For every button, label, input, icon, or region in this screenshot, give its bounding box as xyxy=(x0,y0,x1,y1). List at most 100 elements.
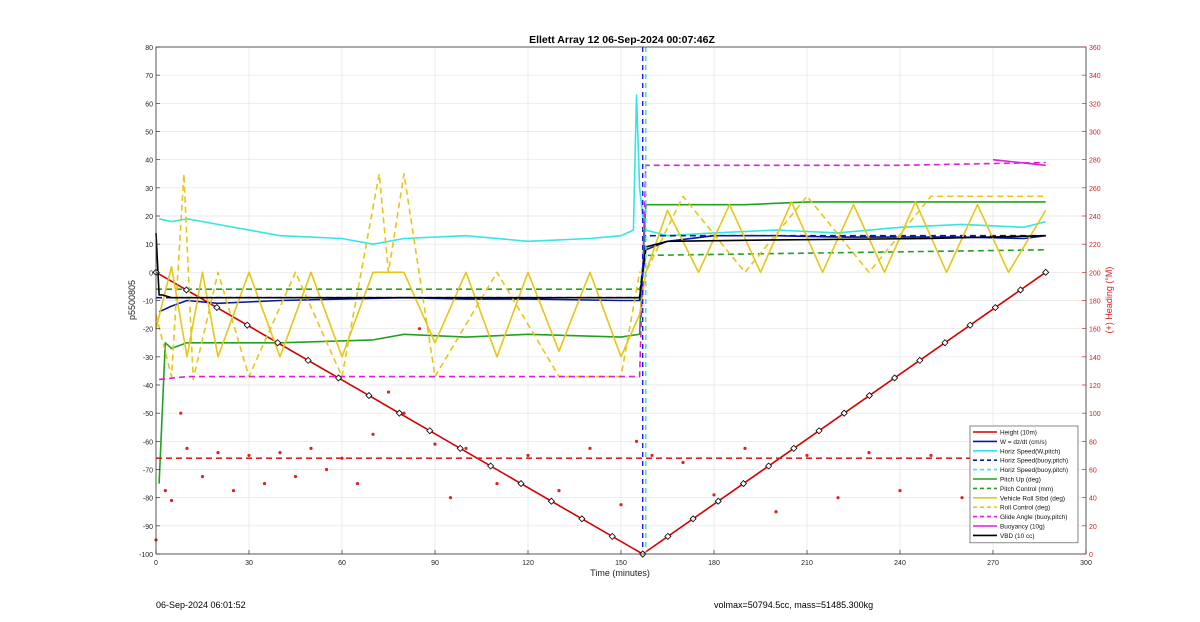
height-marker xyxy=(664,532,672,540)
series-pitch-control-mm xyxy=(156,249,1046,291)
series-point xyxy=(960,496,964,500)
left-tick-label: -80 xyxy=(143,496,153,503)
series-point xyxy=(774,510,778,514)
height-marker xyxy=(790,444,798,452)
left-tick-label: 20 xyxy=(145,214,153,221)
height-marker xyxy=(274,339,282,347)
right-tick-label: 360 xyxy=(1089,45,1101,52)
legend-label: Horiz Speed(buoy,pitch) xyxy=(1000,467,1068,474)
series-point xyxy=(417,327,422,331)
height-marker xyxy=(991,303,999,312)
series-point xyxy=(216,451,220,455)
series-point xyxy=(179,411,183,415)
right-tick-label: 340 xyxy=(1089,73,1101,80)
series-pitch-up-deg xyxy=(158,201,1046,484)
right-tick-label: 100 xyxy=(1089,411,1101,418)
bottom-tick-label: 90 xyxy=(431,560,439,567)
series-point xyxy=(324,467,329,472)
legend-label: Horiz Speed(buoy,pitch) xyxy=(1000,458,1068,465)
height-marker xyxy=(487,462,495,470)
left-tick-label: -40 xyxy=(143,383,153,390)
series-point xyxy=(309,446,313,450)
series-point xyxy=(681,460,685,465)
height-marker xyxy=(941,339,949,347)
series-heading-points xyxy=(154,327,1026,542)
series-point xyxy=(836,496,840,500)
series-point xyxy=(650,453,654,458)
height-marker xyxy=(739,480,748,488)
left-axis-ticks: 80 70 60 50 40 30 20 10 0 -10 -20 -30 -40 -50 -60 -70 -8… xyxy=(139,45,160,559)
right-tick-label: 220 xyxy=(1089,242,1101,249)
series-horiz-speed-w-pitch xyxy=(158,94,1046,245)
right-tick-label: 0 xyxy=(1089,552,1093,559)
series-point xyxy=(464,446,468,450)
height-marker xyxy=(1042,268,1050,276)
legend-label: VBD (10 cc) xyxy=(1000,533,1034,540)
height-marker xyxy=(243,321,251,329)
height-marker xyxy=(865,391,873,400)
right-tick-label: 300 xyxy=(1089,130,1101,137)
bottom-tick-label: 180 xyxy=(708,560,720,567)
right-tick-label: 80 xyxy=(1089,439,1097,446)
right-tick-label: 320 xyxy=(1089,101,1101,108)
left-tick-label: -50 xyxy=(143,411,153,418)
series-vbd-10-cc xyxy=(155,232,1046,299)
height-marker xyxy=(608,532,616,540)
series-point xyxy=(185,446,189,450)
right-axis-ticks: 3603403203002802602402202001801601401201… xyxy=(1082,45,1101,559)
series-point xyxy=(355,481,360,486)
series-point xyxy=(526,453,530,458)
right-tick-label: 180 xyxy=(1089,299,1101,306)
bottom-tick-label: 0 xyxy=(154,560,158,567)
height-marker xyxy=(517,480,525,488)
series-point xyxy=(743,446,747,450)
right-tick-label: 140 xyxy=(1089,355,1101,362)
x-axis-label: Time (minutes) xyxy=(590,568,650,578)
series-point xyxy=(898,489,902,493)
series-w-dz-dt-cm-s xyxy=(158,234,1046,313)
right-tick-label: 20 xyxy=(1089,524,1097,531)
chart-title: Ellett Array 12 06-Sep-2024 00:07:46Z xyxy=(529,34,715,46)
height-marker xyxy=(426,427,434,435)
bottom-tick-label: 120 xyxy=(522,560,534,567)
bottom-tick-label: 150 xyxy=(615,560,627,567)
right-tick-label: 260 xyxy=(1089,186,1101,193)
series-point xyxy=(448,496,453,500)
bottom-tick-label: 210 xyxy=(801,560,813,567)
height-marker xyxy=(213,303,221,312)
legend-label: Height (10m) xyxy=(1000,430,1037,437)
left-axis-label: p5500805 xyxy=(127,280,137,320)
height-marker xyxy=(304,356,312,364)
height-marker xyxy=(182,286,190,294)
series-point xyxy=(634,439,639,443)
series-point xyxy=(588,446,592,450)
left-tick-label: -100 xyxy=(139,552,153,559)
legend-box xyxy=(969,425,1079,544)
series-point xyxy=(495,481,499,486)
right-axis-label: (+) Heading (°M) xyxy=(1104,267,1114,334)
footer-volume-mass: volmax=50794.5cc, mass=51485.300kg xyxy=(714,600,874,610)
series-vehicle-roll-stbd-deg xyxy=(155,201,1047,358)
height-marker xyxy=(840,409,848,417)
series-point xyxy=(433,442,437,446)
height-marker xyxy=(365,391,373,400)
height-marker xyxy=(1016,286,1025,294)
right-tick-label: 280 xyxy=(1089,158,1101,165)
height-marker xyxy=(714,497,722,505)
right-tick-label: 40 xyxy=(1089,496,1097,503)
legend-label: Pitch Control (mm) xyxy=(1000,486,1053,493)
left-tick-label: 30 xyxy=(145,186,153,193)
bottom-tick-label: 300 xyxy=(1080,560,1092,567)
right-tick-label: 200 xyxy=(1089,270,1101,277)
height-marker xyxy=(456,444,464,452)
legend-label: Horiz Speed(W,pitch) xyxy=(1000,448,1060,455)
series-point xyxy=(163,489,167,493)
left-tick-label: 70 xyxy=(145,73,153,80)
series-point xyxy=(293,474,298,479)
series-point xyxy=(262,481,267,486)
series-point xyxy=(619,503,623,507)
height-marker xyxy=(395,409,403,417)
series-point xyxy=(247,453,251,458)
right-tick-label: 120 xyxy=(1089,383,1101,390)
